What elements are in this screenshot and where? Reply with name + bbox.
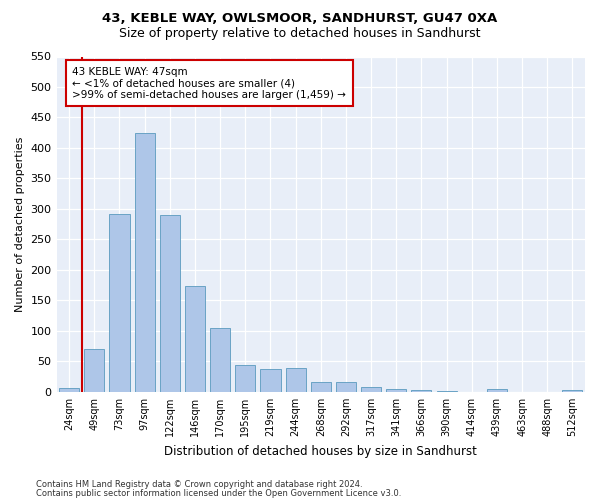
Bar	[160, 215, 180, 392]
Bar	[386, 389, 406, 392]
Bar	[109, 214, 130, 392]
Bar	[185, 286, 205, 392]
Bar	[361, 387, 381, 392]
Text: Size of property relative to detached houses in Sandhurst: Size of property relative to detached ho…	[119, 28, 481, 40]
Text: 43 KEBLE WAY: 47sqm
← <1% of detached houses are smaller (4)
>99% of semi-detach: 43 KEBLE WAY: 47sqm ← <1% of detached ho…	[73, 66, 346, 100]
Bar	[210, 328, 230, 392]
Bar	[412, 390, 431, 392]
Text: Contains HM Land Registry data © Crown copyright and database right 2024.: Contains HM Land Registry data © Crown c…	[36, 480, 362, 489]
Bar	[59, 388, 79, 392]
Bar	[562, 390, 583, 392]
Bar	[134, 132, 155, 392]
Bar	[84, 349, 104, 392]
Text: 43, KEBLE WAY, OWLSMOOR, SANDHURST, GU47 0XA: 43, KEBLE WAY, OWLSMOOR, SANDHURST, GU47…	[103, 12, 497, 26]
Bar	[487, 389, 507, 392]
Bar	[311, 382, 331, 392]
Bar	[235, 365, 256, 392]
Bar	[286, 368, 305, 392]
Text: Contains public sector information licensed under the Open Government Licence v3: Contains public sector information licen…	[36, 488, 401, 498]
Y-axis label: Number of detached properties: Number of detached properties	[15, 136, 25, 312]
Bar	[260, 369, 281, 392]
X-axis label: Distribution of detached houses by size in Sandhurst: Distribution of detached houses by size …	[164, 444, 477, 458]
Bar	[336, 382, 356, 392]
